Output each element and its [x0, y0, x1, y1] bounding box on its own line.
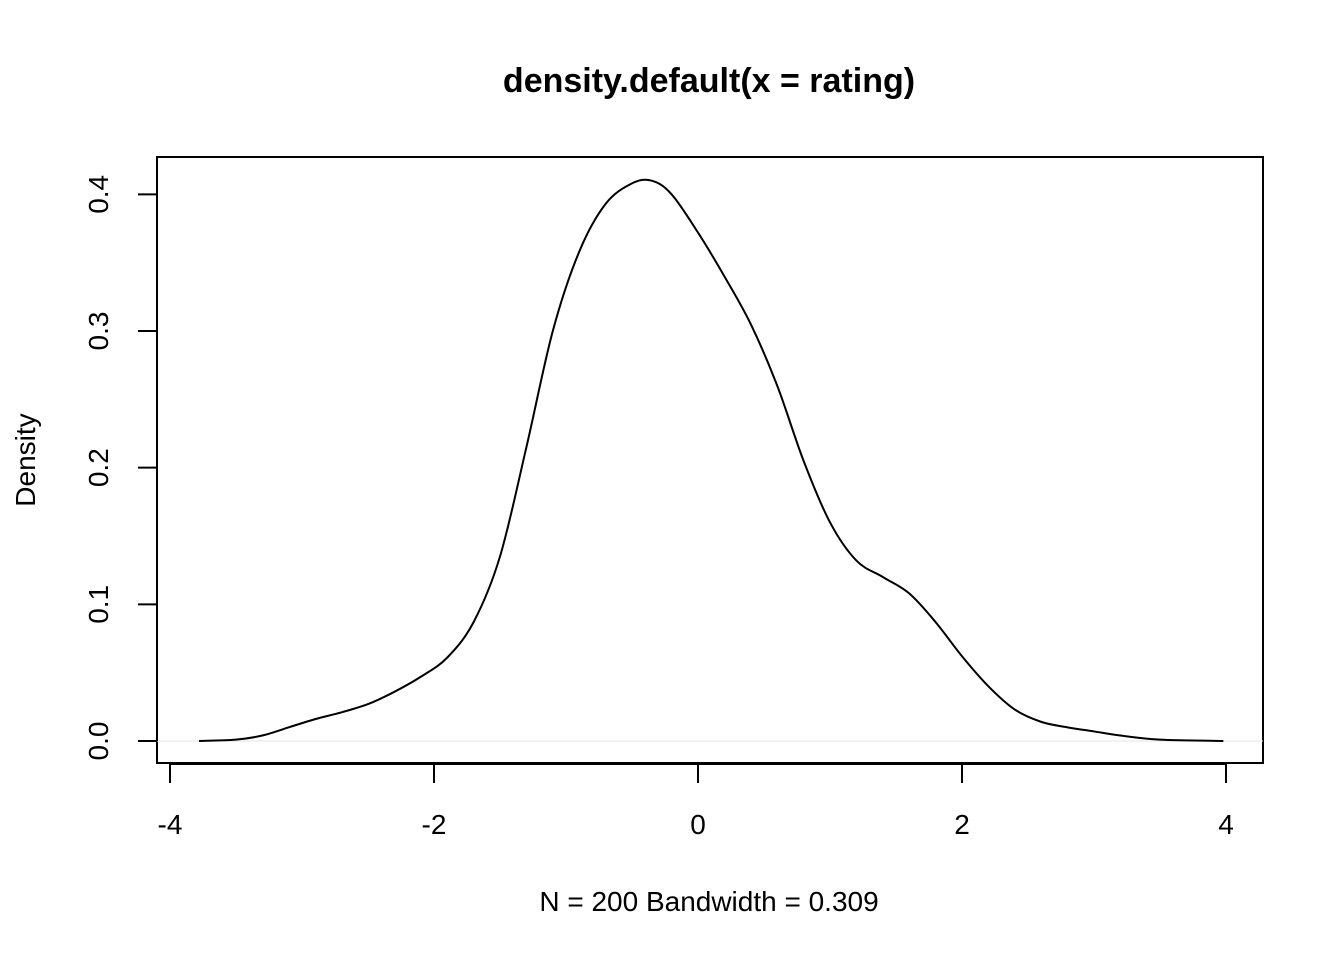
x-tick-label: 2 [954, 809, 970, 840]
x-tick-label: -2 [422, 809, 447, 840]
y-tick-label: 0.1 [83, 585, 114, 624]
x-tick-label: -4 [158, 809, 183, 840]
y-tick-label: 0.0 [83, 722, 114, 761]
y-tick-label: 0.3 [83, 312, 114, 351]
plot-frame [156, 156, 1264, 764]
density-curve [199, 178, 1224, 742]
chart-title: density.default(x = rating) [503, 62, 915, 100]
x-axis: -4 -2 0 2 4 [158, 763, 1234, 840]
x-tick-label: 4 [1218, 809, 1234, 840]
y-tick-label: 0.2 [83, 448, 114, 487]
y-axis: 0.0 0.1 0.2 0.3 0.4 [83, 175, 158, 761]
x-axis-label: N = 200 Bandwidth = 0.309 [539, 886, 878, 917]
y-tick-label: 0.4 [83, 175, 114, 214]
y-axis-label: Density [10, 413, 41, 506]
x-tick-label: 0 [690, 809, 706, 840]
